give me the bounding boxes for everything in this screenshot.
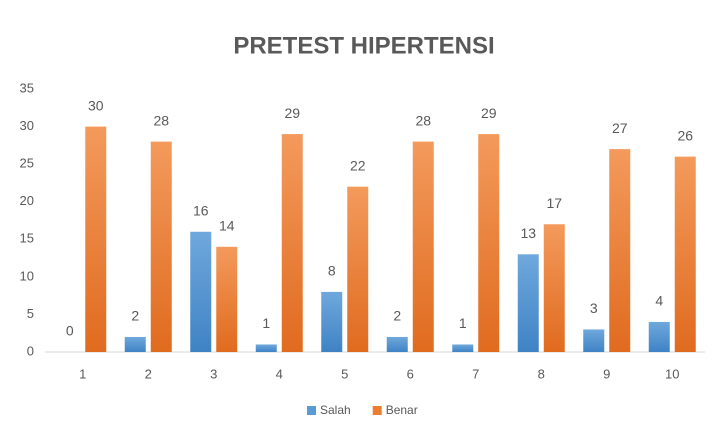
bar [583, 329, 605, 352]
y-tick-label: 35 [20, 80, 34, 95]
legend-label: Salah [320, 403, 351, 417]
x-tick-label: 10 [665, 366, 679, 381]
x-tick-label: 2 [145, 366, 152, 381]
bar [674, 156, 696, 352]
value-label: 14 [219, 218, 235, 234]
value-label: 1 [262, 315, 270, 331]
y-tick-label: 5 [27, 306, 34, 321]
bar [543, 224, 565, 352]
y-tick-label: 10 [20, 268, 34, 283]
value-label: 26 [677, 127, 693, 143]
value-label: 1 [459, 315, 467, 331]
value-label: 4 [655, 293, 663, 309]
value-label: 2 [131, 308, 139, 324]
value-label: 22 [350, 157, 366, 173]
y-tick-label: 30 [20, 118, 34, 133]
value-label: 28 [415, 112, 431, 128]
value-label: 28 [153, 112, 169, 128]
value-label: 0 [66, 323, 74, 339]
bar [150, 141, 172, 352]
legend-label: Benar [386, 403, 418, 417]
x-tick-label: 7 [472, 366, 479, 381]
value-label: 3 [590, 300, 598, 316]
bar [609, 149, 631, 352]
value-label: 2 [393, 308, 401, 324]
bar [347, 186, 369, 352]
legend-swatch [372, 406, 382, 415]
bar [517, 254, 539, 352]
value-label: 27 [612, 120, 628, 136]
value-label: 29 [481, 105, 497, 121]
bar [321, 291, 343, 352]
value-label: 16 [193, 202, 209, 218]
value-label: 29 [284, 105, 300, 121]
x-tick-label: 8 [538, 366, 545, 381]
bar [412, 141, 434, 352]
bar [216, 246, 238, 352]
chart-title: PRETEST HIPERTENSI [233, 32, 494, 59]
x-tick-label: 3 [210, 366, 217, 381]
bar [452, 344, 474, 352]
bar [124, 336, 146, 352]
bar [386, 336, 408, 352]
bar [648, 321, 670, 352]
bar [478, 134, 500, 352]
bar [190, 231, 212, 352]
y-tick-label: 0 [27, 343, 34, 358]
value-label: 17 [546, 195, 562, 211]
bar [281, 134, 303, 352]
x-tick-label: 4 [276, 366, 283, 381]
bar [85, 126, 107, 352]
x-tick-label: 6 [407, 366, 414, 381]
y-tick-label: 20 [20, 193, 34, 208]
value-label: 8 [328, 263, 336, 279]
bar [255, 344, 277, 352]
y-tick-label: 15 [20, 231, 34, 246]
legend-swatch [307, 406, 316, 415]
x-tick-label: 9 [603, 366, 610, 381]
x-tick-label: 1 [79, 366, 86, 381]
x-tick-label: 5 [341, 366, 348, 381]
y-tick-label: 25 [20, 156, 34, 171]
value-label: 13 [520, 225, 536, 241]
value-label: 30 [88, 97, 104, 113]
